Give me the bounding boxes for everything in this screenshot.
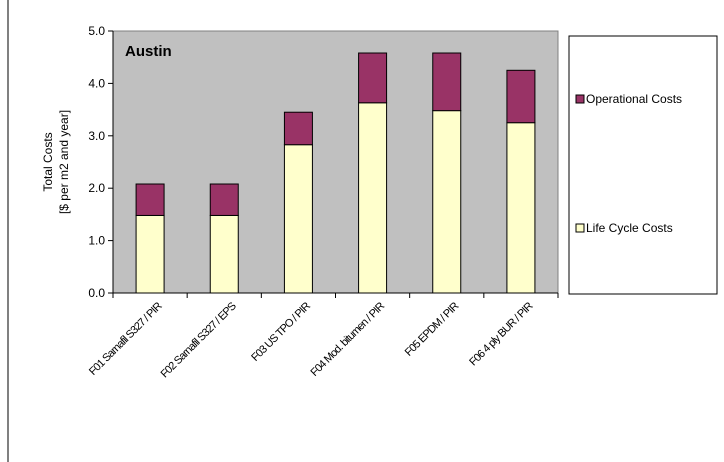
plot-title: Austin bbox=[125, 43, 172, 60]
bar-segment bbox=[209, 183, 239, 216]
y-tick-label: 5.0 bbox=[88, 24, 105, 38]
bar-segment bbox=[135, 183, 165, 216]
bar-segment bbox=[432, 110, 462, 294]
y-tick-label: 1.0 bbox=[88, 234, 105, 248]
y-tick-label: 2.0 bbox=[88, 181, 105, 195]
bar-segment bbox=[506, 69, 536, 124]
category-label: F05 EPDM / PIR bbox=[403, 300, 462, 359]
bar-segment bbox=[283, 111, 313, 146]
legend-label: Operational Costs bbox=[586, 92, 682, 106]
legend-label: Life Cycle Costs bbox=[586, 221, 673, 235]
y-axis-label-line: Total Costs bbox=[41, 132, 55, 191]
category-label: F01 Sarnafil S327 / PIR bbox=[87, 300, 165, 378]
bar-segment bbox=[358, 102, 388, 294]
bar-segment bbox=[358, 52, 388, 104]
svg-text:Total Costs[$ per m2 and year]: Total Costs [$ per m2 and year] bbox=[41, 110, 71, 214]
bar-segment bbox=[432, 52, 462, 112]
y-tick-label: 0.0 bbox=[88, 286, 105, 300]
bar-segment bbox=[506, 122, 536, 294]
legend-swatch bbox=[575, 94, 585, 104]
legend-swatch bbox=[575, 223, 585, 233]
legend-box bbox=[568, 35, 718, 295]
y-axis-label: Total Costs [$ per m2 and year] bbox=[41, 110, 71, 214]
category-label: F06 4 ply BUR / PIR bbox=[467, 300, 535, 368]
category-label: F04 Mod. bitumen / PIR bbox=[309, 300, 388, 379]
y-axis-label-line: [$ per m2 and year] bbox=[57, 110, 71, 214]
category-label: F03 US TPO / PIR bbox=[249, 300, 313, 364]
category-label: F02 Sarnafil S327 / EPS bbox=[159, 300, 239, 380]
bar-segment bbox=[283, 144, 313, 294]
legend: Operational Costs Life Cycle Costs bbox=[568, 35, 718, 295]
bar-segment bbox=[135, 214, 165, 294]
y-tick-label: 4.0 bbox=[88, 76, 105, 90]
bar-segment bbox=[209, 214, 239, 294]
bars bbox=[135, 52, 536, 294]
y-tick-label: 3.0 bbox=[88, 129, 105, 143]
plot-area bbox=[112, 30, 559, 294]
